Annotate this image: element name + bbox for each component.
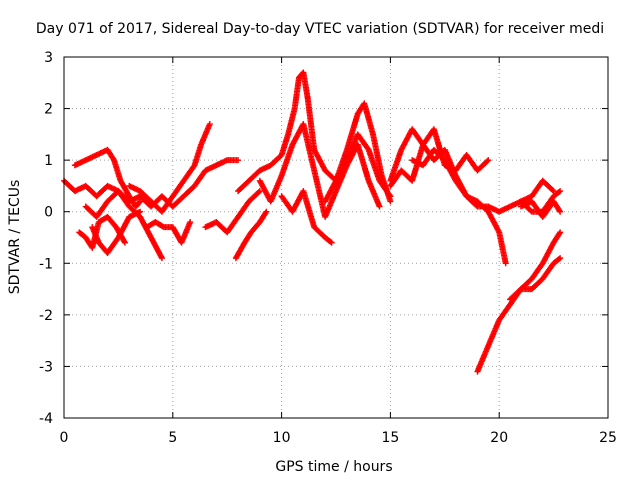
series-track-10 <box>235 69 394 200</box>
x-tick-label: 10 <box>273 430 291 446</box>
data-point-marker <box>557 255 564 262</box>
data-point-marker <box>550 188 557 195</box>
data-point-marker <box>557 208 564 215</box>
data-point-marker <box>328 239 335 246</box>
x-tick-label: 5 <box>168 430 177 446</box>
data-point-marker <box>556 188 563 195</box>
data-point-marker <box>121 239 128 246</box>
data-point-marker <box>387 198 394 205</box>
x-axis-label: GPS time / hours <box>275 459 392 475</box>
data-point-marker <box>327 238 334 245</box>
series-track-19 <box>517 198 564 220</box>
data-point-marker <box>235 157 242 164</box>
y-tick-label: 1 <box>44 153 53 169</box>
series-track-5 <box>82 188 165 262</box>
series-track-17 <box>474 229 564 375</box>
data-point-marker <box>557 188 564 195</box>
data-point-marker <box>110 155 117 162</box>
data-point-marker <box>206 121 213 128</box>
data-point-marker <box>556 255 563 262</box>
data-point-marker <box>263 208 270 215</box>
data-point-marker <box>158 255 165 262</box>
series-track-11 <box>256 121 383 220</box>
series-track-18 <box>507 255 564 303</box>
y-axis-ticks: -4 -3 -2 -1 0 1 2 3 <box>39 50 608 427</box>
x-tick-label: 25 <box>599 430 617 446</box>
data-point-marker <box>255 189 262 196</box>
series-track-8 <box>202 188 263 236</box>
data-point-marker <box>262 210 269 217</box>
series-track-12 <box>278 188 335 246</box>
grid-lines <box>64 57 608 418</box>
series-track-2 <box>71 146 144 210</box>
data-point-marker <box>557 229 564 236</box>
series-track-9 <box>232 208 270 262</box>
data-point-marker <box>137 208 144 215</box>
data-point-marker <box>187 219 194 226</box>
y-tick-label: -2 <box>39 308 53 324</box>
series-track-4 <box>89 208 144 256</box>
series-track-16 <box>409 146 509 267</box>
x-tick-label: 15 <box>381 430 399 446</box>
series-track-7 <box>143 219 194 246</box>
data-point-marker <box>121 238 128 245</box>
data-point-marker <box>549 187 556 194</box>
series-track-20 <box>517 177 557 205</box>
data-point-marker <box>256 188 263 195</box>
y-tick-label: -1 <box>39 256 53 272</box>
y-tick-label: -4 <box>39 411 53 427</box>
x-tick-label: 20 <box>490 430 508 446</box>
data-point-marker <box>137 198 144 205</box>
x-axis-ticks: 0 5 10 15 20 25 <box>60 57 617 446</box>
data-point-marker <box>556 230 563 237</box>
data-point-marker <box>484 158 491 165</box>
chart-title: Day 071 of 2017, Sidereal Day-to-day VTE… <box>36 21 604 37</box>
data-point-marker <box>136 199 143 206</box>
series-track-6 <box>126 121 213 215</box>
data-point-marker <box>502 260 509 267</box>
y-tick-label: 0 <box>44 205 53 221</box>
x-tick-label: 0 <box>60 430 69 446</box>
series-track-13 <box>322 100 394 205</box>
y-tick-label: 2 <box>44 102 53 118</box>
series-track-15 <box>387 126 492 189</box>
y-tick-label: 3 <box>44 50 53 66</box>
plot-frame <box>63 56 609 419</box>
data-points <box>61 69 564 375</box>
y-tick-label: -3 <box>39 359 53 375</box>
data-point-marker <box>556 207 563 214</box>
y-axis-label: SDTVAR / TECUs <box>7 180 23 295</box>
data-point-marker <box>376 203 383 210</box>
data-point-marker <box>485 157 492 164</box>
